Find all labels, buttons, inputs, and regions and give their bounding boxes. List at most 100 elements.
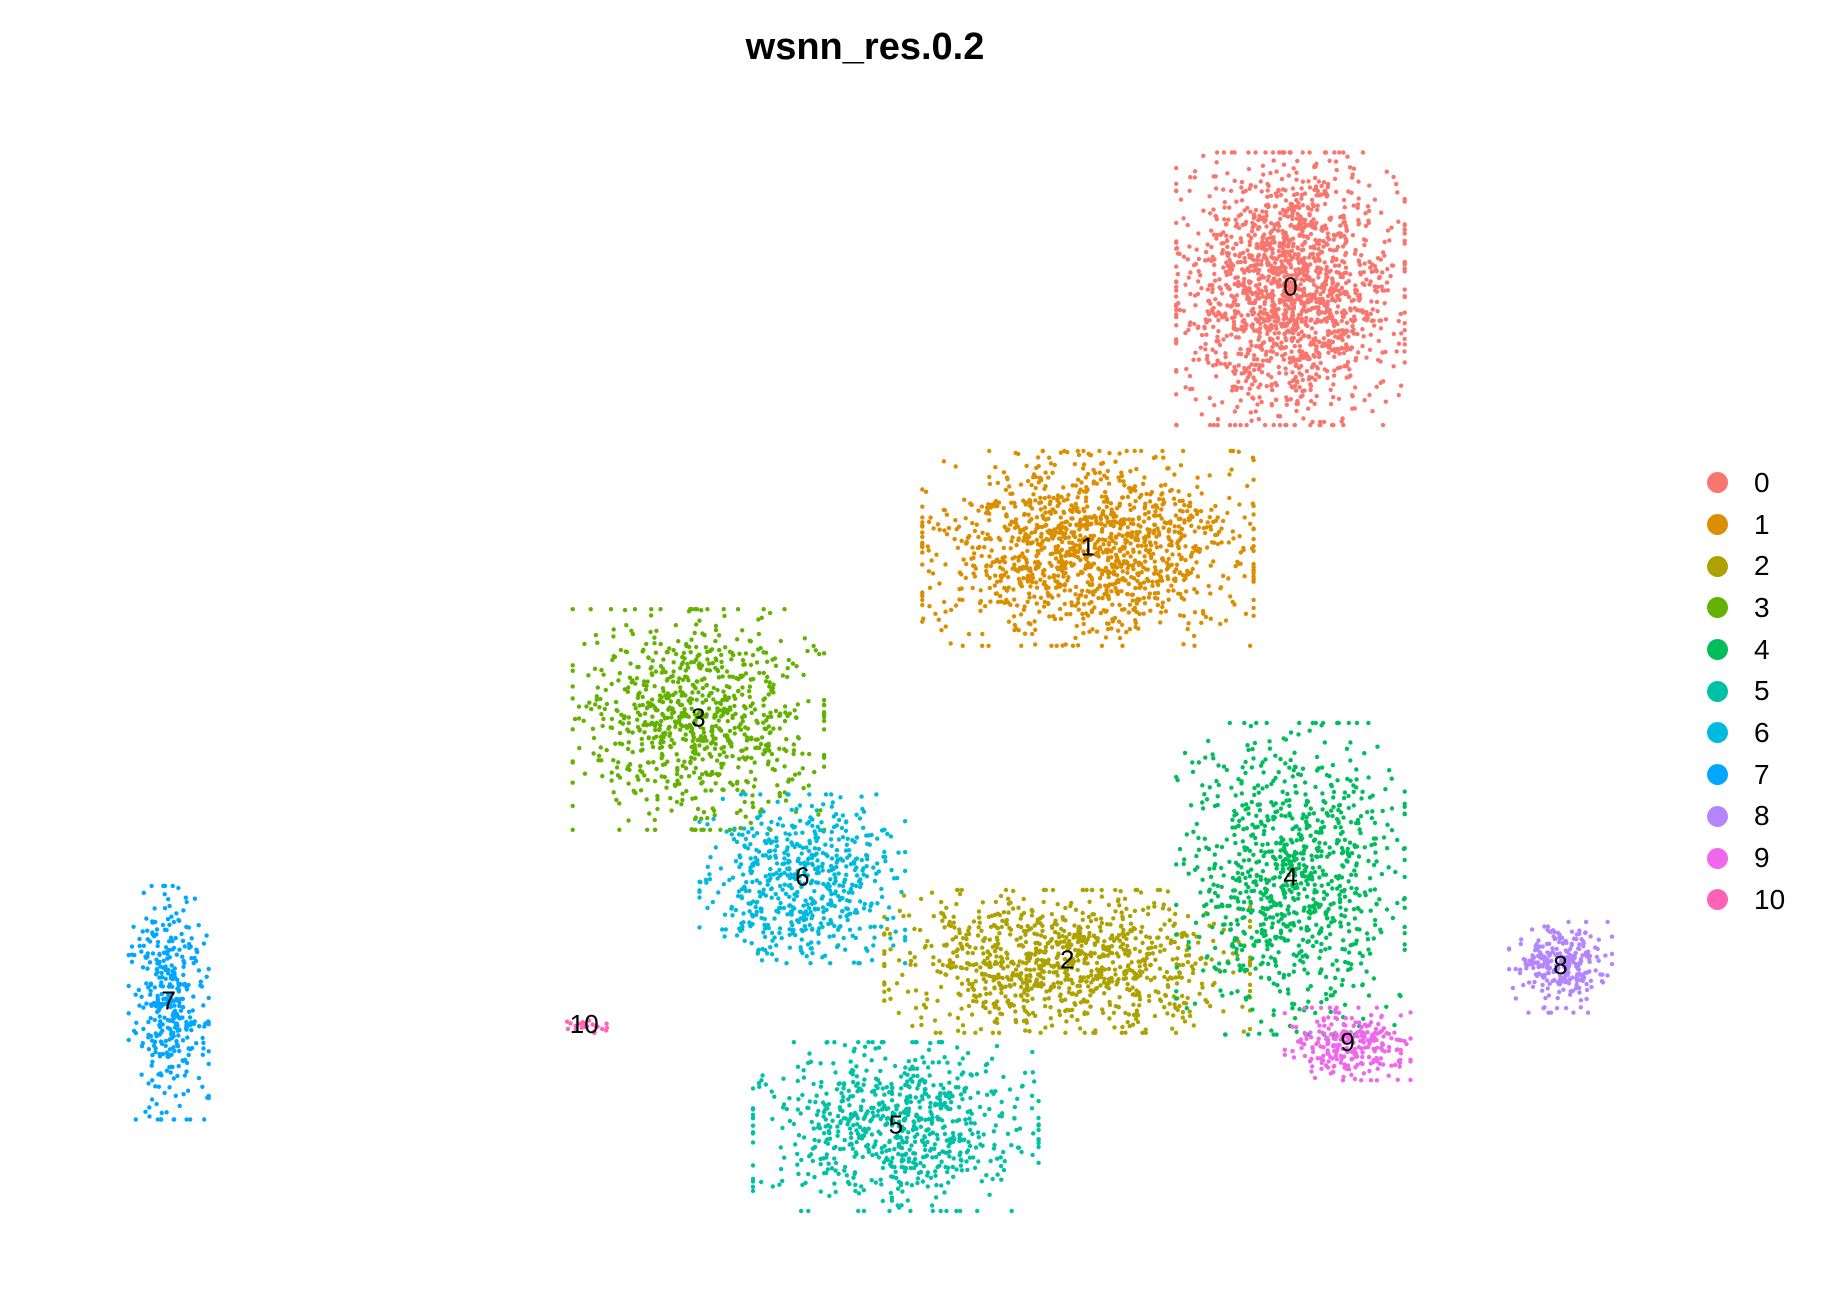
cell-point: [795, 702, 800, 707]
cell-point: [1264, 384, 1270, 389]
cell-point: [1117, 938, 1123, 943]
cell-point: [1324, 319, 1329, 324]
cell-point: [1314, 299, 1319, 304]
cell-point: [636, 664, 641, 670]
cell-point: [1241, 858, 1247, 863]
cell-point: [1054, 585, 1060, 590]
cell-point: [1081, 448, 1086, 454]
cell-point: [625, 766, 630, 772]
cell-point: [1221, 950, 1226, 955]
cell-point: [1259, 347, 1265, 352]
cell-point: [1333, 189, 1339, 194]
cell-point: [1160, 448, 1165, 454]
cell-point: [1284, 302, 1289, 308]
cell-point: [1205, 520, 1210, 525]
cell-point: [1264, 213, 1269, 218]
cell-point: [1101, 943, 1106, 949]
cell-point: [708, 772, 713, 778]
cell-point: [599, 712, 604, 717]
cell-point: [1268, 193, 1274, 198]
cell-point: [1239, 313, 1244, 318]
cell-point: [1029, 907, 1034, 913]
cell-point: [965, 950, 970, 955]
cell-point: [1249, 253, 1255, 258]
cell-point: [1064, 935, 1069, 940]
cell-point: [1356, 221, 1362, 226]
cell-point: [1063, 1030, 1068, 1036]
cell-point: [1013, 967, 1019, 972]
cell-point: [1185, 508, 1190, 514]
cell-point: [1152, 591, 1158, 596]
cell-point: [1224, 221, 1229, 227]
cell-point: [1035, 972, 1041, 977]
cell-point: [1181, 1000, 1187, 1006]
cell-point: [1098, 521, 1103, 526]
cell-point: [1174, 341, 1179, 346]
cell-point: [1069, 991, 1075, 997]
cell-point: [1261, 311, 1266, 316]
cell-point: [1269, 337, 1274, 342]
cell-point: [759, 735, 765, 740]
cell-point: [1226, 269, 1231, 275]
cell-point: [1172, 939, 1177, 945]
cell-point: [1257, 276, 1263, 281]
cell-point: [1129, 960, 1134, 965]
cell-point: [1062, 582, 1068, 587]
cell-point: [1176, 545, 1182, 551]
cell-point: [1176, 489, 1181, 494]
cell-point: [1037, 941, 1042, 947]
cell-point: [1223, 618, 1229, 623]
cell-point: [1230, 529, 1236, 534]
cell-point: [1231, 263, 1236, 268]
cell-point: [1142, 601, 1148, 606]
cell-point: [1306, 179, 1311, 184]
cell-point: [1034, 977, 1040, 982]
cell-point: [1136, 598, 1141, 603]
cell-point: [964, 561, 969, 567]
cell-point: [1106, 481, 1112, 486]
cell-point: [1241, 189, 1246, 195]
cell-point: [1357, 308, 1363, 313]
cell-point: [917, 927, 923, 933]
cell-point: [1107, 582, 1113, 587]
cell-point: [1192, 529, 1198, 534]
cell-point: [942, 925, 947, 930]
cell-point: [1213, 503, 1218, 509]
cell-point: [601, 716, 606, 722]
cell-point: [570, 780, 575, 785]
cell-point: [1249, 343, 1254, 348]
cell-point: [1257, 282, 1262, 287]
cell-point: [1046, 494, 1052, 500]
cell-point: [1308, 318, 1313, 323]
cell-point: [1073, 907, 1079, 912]
cell-point: [1270, 247, 1275, 252]
cell-point: [1087, 952, 1093, 957]
cell-point: [1259, 258, 1264, 263]
cell-point: [1131, 976, 1136, 981]
cell-point: [1321, 180, 1327, 185]
cell-point: [625, 689, 630, 694]
cell-point: [1154, 545, 1160, 550]
cell-point: [1204, 357, 1210, 362]
cell-point: [1307, 275, 1312, 280]
cell-point: [1085, 565, 1091, 570]
cell-point: [1079, 588, 1085, 593]
cell-point: [1282, 213, 1287, 218]
cell-point: [1118, 526, 1123, 531]
cell-point: [1231, 246, 1236, 251]
cell-point: [906, 913, 912, 918]
cell-point: [1282, 288, 1287, 293]
cell-point: [1090, 627, 1095, 632]
cell-point: [1213, 186, 1219, 191]
cell-point: [694, 679, 699, 684]
cell-point: [1253, 316, 1259, 322]
cell-point: [1038, 543, 1043, 548]
cell-point: [1029, 517, 1034, 522]
cell-point: [949, 965, 955, 970]
cell-point: [1180, 962, 1186, 968]
cell-point: [609, 778, 614, 783]
cell-point: [1097, 924, 1103, 930]
cell-point: [1374, 289, 1380, 294]
cell-point: [992, 986, 997, 991]
cell-point: [1390, 263, 1396, 268]
